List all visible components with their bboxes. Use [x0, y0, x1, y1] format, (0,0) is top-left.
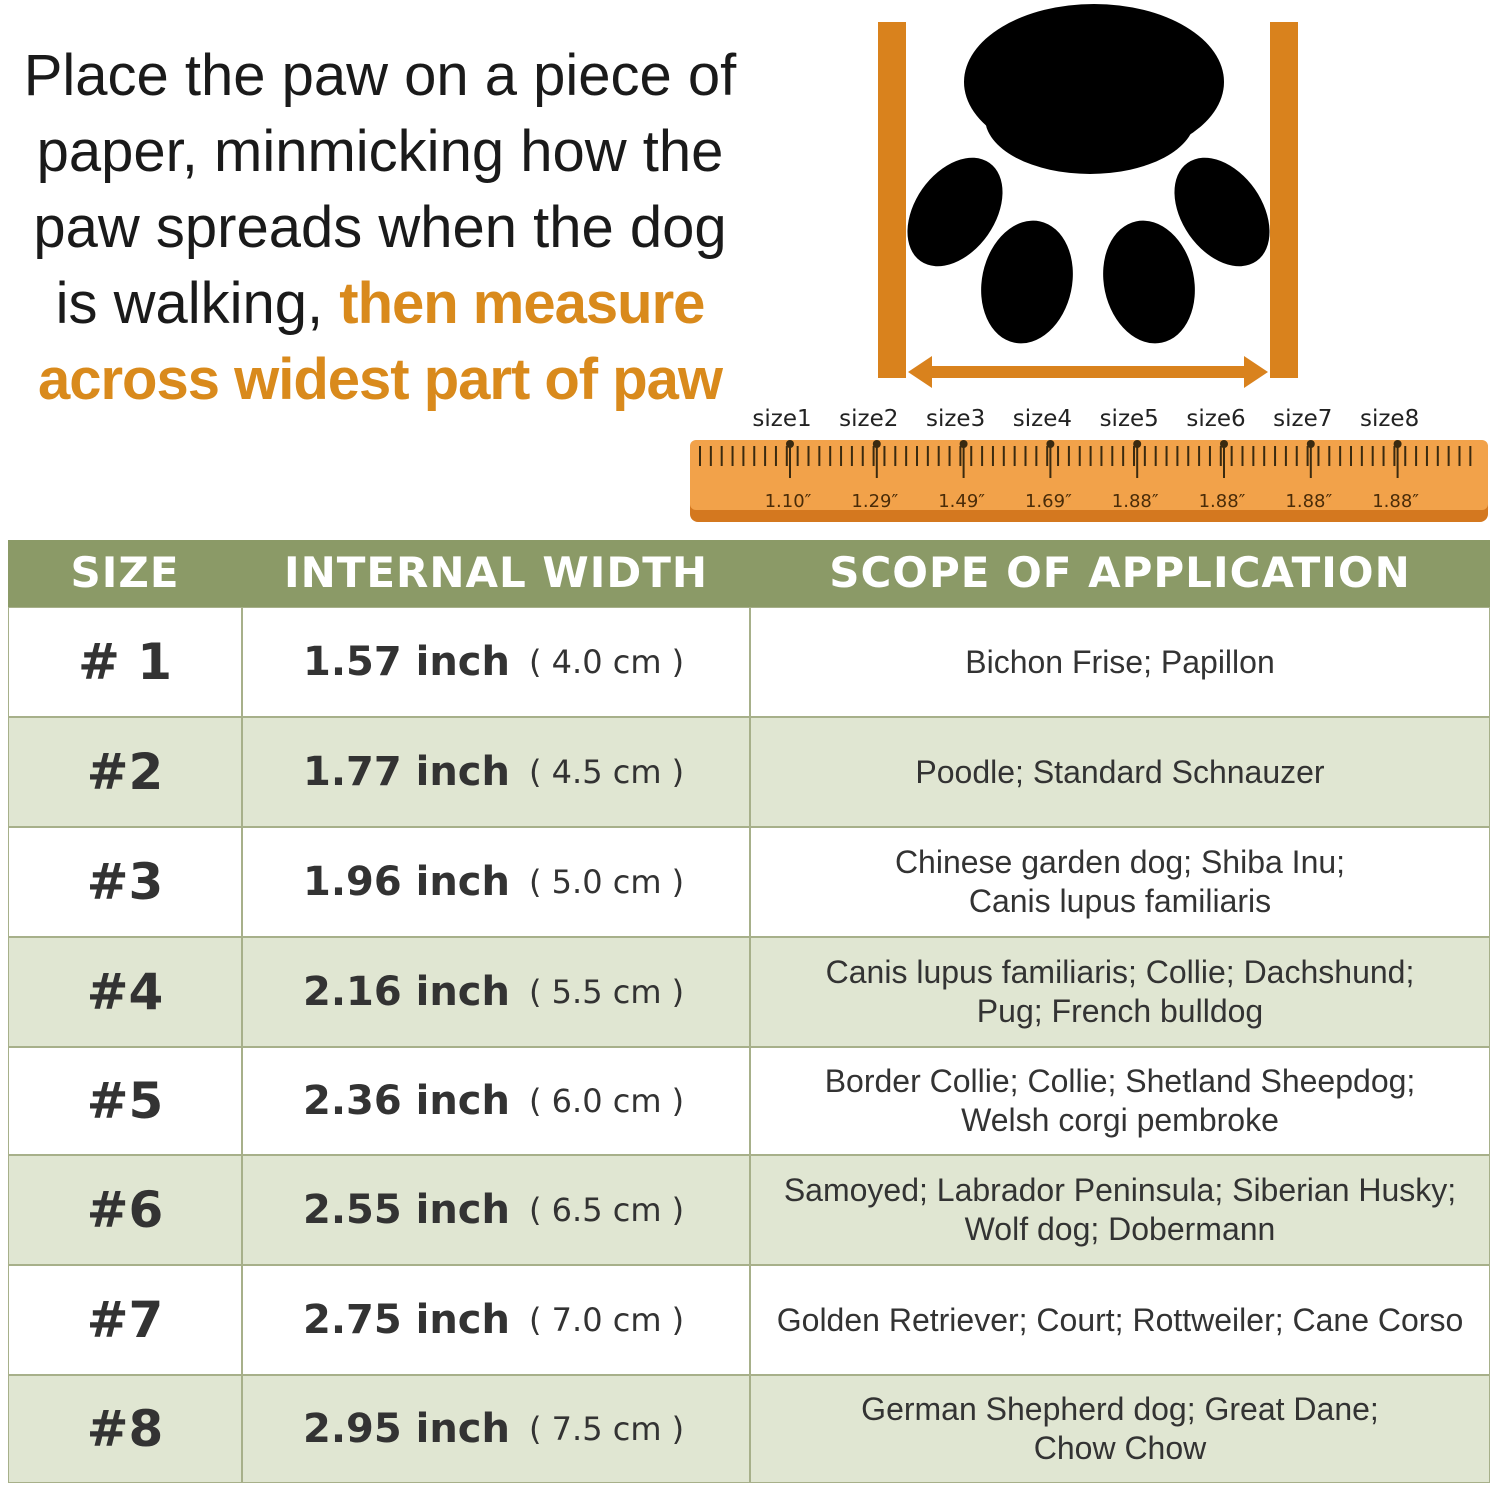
- width-cell: 2.55 inch ( 6.5 cm ): [242, 1155, 750, 1265]
- scope-text: Welsh corgi pembroke: [961, 1102, 1279, 1138]
- measure-label: 1.88″: [1112, 491, 1159, 512]
- size-cell: #7: [8, 1265, 242, 1375]
- scope-cell: Chinese garden dog; Shiba Inu; Canis lupu…: [750, 827, 1490, 937]
- measure-label: 1.88″: [1285, 491, 1332, 512]
- scope-cell: Golden Retriever; Court; Rottweiler; Can…: [750, 1265, 1490, 1375]
- ruler-dot: [1046, 440, 1055, 448]
- ruler-dot: [1133, 440, 1142, 448]
- width-cell: 1.77 inch ( 4.5 cm ): [242, 717, 750, 827]
- scope-text: Wolf dog; Dobermann: [964, 1211, 1276, 1247]
- column-header: SCOPE OF APPLICATION: [829, 548, 1411, 597]
- size-text: #8: [86, 1400, 164, 1458]
- scope-cell: Canis lupus familiaris; Collie; Dachshun…: [750, 937, 1490, 1047]
- measure-label: 1.49″: [938, 491, 985, 512]
- ruler-dot: [786, 440, 794, 448]
- scope-text: Canis lupus familiaris; Collie; Dachshun…: [825, 954, 1415, 990]
- scope-text: Border Collie; Collie; Shetland Sheepdog…: [824, 1063, 1416, 1099]
- width-cell: 2.95 inch ( 7.5 cm ): [242, 1375, 750, 1483]
- paw-illustration: size1 1.10″ size2 1.29″ size3 1.49″ size4 1.69″…: [690, 4, 1488, 522]
- ruler-dot: [1393, 440, 1402, 448]
- scope-cell: Poodle; Standard Schnauzer: [750, 717, 1490, 827]
- cm-text: ( 7.5 cm ): [529, 1410, 685, 1448]
- inch-text: 2.55 inch: [303, 1187, 510, 1233]
- size-cell: #6: [8, 1155, 242, 1265]
- width-cell: 1.96 inch ( 5.0 cm ): [242, 827, 750, 937]
- cm-text: ( 6.0 cm ): [529, 1082, 685, 1120]
- scope-cell: Border Collie; Collie; Shetland Sheepdog…: [750, 1047, 1490, 1155]
- cm-text: ( 6.5 cm ): [529, 1191, 685, 1229]
- size-text: # 1: [77, 633, 173, 691]
- scope-text: Pug; French bulldog: [976, 993, 1264, 1029]
- size-text: #7: [86, 1291, 164, 1349]
- size-cell: #5: [8, 1047, 242, 1155]
- scope-text: Poodle; Standard Schnauzer: [915, 753, 1325, 790]
- measure-label: 1.69″: [1025, 491, 1072, 512]
- size-label: size3: [926, 406, 985, 432]
- measure-label: 1.88″: [1372, 491, 1419, 512]
- column-header: INTERNAL WIDTH: [283, 548, 709, 597]
- cm-text: ( 4.5 cm ): [529, 753, 685, 791]
- size-cell: #4: [8, 937, 242, 1047]
- scope-text: Chinese garden dog; Shiba Inu;: [894, 844, 1346, 880]
- inch-text: 2.36 inch: [303, 1078, 510, 1124]
- scope-cell: Bichon Frise; Papillon: [750, 607, 1490, 717]
- measure-label: 1.88″: [1199, 491, 1246, 512]
- table-header-bg: [8, 540, 1490, 607]
- cm-text: ( 4.0 cm ): [529, 643, 685, 681]
- size-text: #3: [86, 853, 164, 911]
- scope-text: Bichon Frise; Papillon: [965, 643, 1275, 680]
- cm-text: ( 5.5 cm ): [529, 973, 685, 1011]
- scope-text: Chow Chow: [1033, 1430, 1207, 1466]
- size-cell: # 1: [8, 607, 242, 717]
- size-text: #4: [86, 963, 164, 1021]
- instruction-text: Place the paw on a piece of paper, minmi…: [23, 43, 737, 336]
- width-cell: 2.16 inch ( 5.5 cm ): [242, 937, 750, 1047]
- scope-text: Samoyed; Labrador Peninsula; Siberian Hu…: [783, 1172, 1457, 1208]
- scope-cell: Samoyed; Labrador Peninsula; Siberian Hu…: [750, 1155, 1490, 1265]
- size-label: size7: [1273, 406, 1332, 432]
- measure-label: 1.29″: [851, 491, 898, 512]
- scope-cell: German Shepherd dog; Great Dane; Chow Cho…: [750, 1375, 1490, 1483]
- size-text: #6: [86, 1181, 164, 1239]
- inch-text: 2.95 inch: [303, 1406, 510, 1452]
- inch-text: 1.57 inch: [303, 639, 510, 685]
- size-label: size8: [1360, 406, 1419, 432]
- size-label: size2: [839, 406, 898, 432]
- width-cell: 2.36 inch ( 6.0 cm ): [242, 1047, 750, 1155]
- cm-text: ( 7.0 cm ): [529, 1301, 685, 1339]
- size-cell: #3: [8, 827, 242, 937]
- inch-text: 2.16 inch: [303, 969, 510, 1015]
- inch-text: 1.77 inch: [303, 749, 510, 795]
- size-label: size1: [752, 406, 811, 432]
- size-text: #2: [86, 743, 164, 801]
- ruler-dot: [872, 440, 881, 448]
- size-label: size4: [1013, 406, 1072, 432]
- size-label: size6: [1186, 406, 1245, 432]
- size-text: #5: [86, 1072, 164, 1130]
- scope-text: German Shepherd dog; Great Dane;: [861, 1391, 1379, 1427]
- ruler-dot: [959, 440, 968, 448]
- inch-text: 2.75 inch: [303, 1297, 510, 1343]
- scope-text: Canis lupus familiaris: [968, 883, 1272, 919]
- column-header: SIZE: [70, 548, 180, 597]
- width-cell: 2.75 inch ( 7.0 cm ): [242, 1265, 750, 1375]
- size-label: size5: [1100, 406, 1159, 432]
- measure-label: 1.10″: [765, 491, 812, 512]
- width-cell: 1.57 inch ( 4.0 cm ): [242, 607, 750, 717]
- instruction-highlight: then measure across widest part of paw: [37, 271, 723, 412]
- instruction: Place the paw on a piece of paper, minmi…: [20, 38, 740, 418]
- cm-text: ( 5.0 cm ): [529, 863, 685, 901]
- inch-text: 1.96 inch: [303, 859, 510, 905]
- scope-text: Golden Retriever; Court; Rottweiler; Can…: [776, 1301, 1464, 1338]
- ruler-dot: [1220, 440, 1228, 448]
- size-cell: #2: [8, 717, 242, 827]
- ruler-dot: [1306, 440, 1315, 448]
- size-cell: #8: [8, 1375, 242, 1483]
